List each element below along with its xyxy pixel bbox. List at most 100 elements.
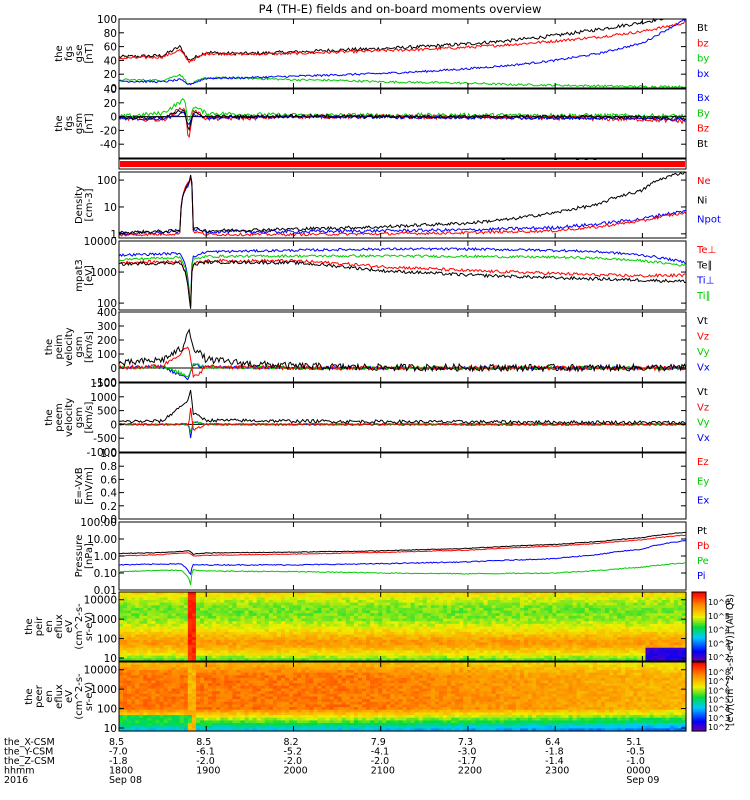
spectrogram-cell xyxy=(661,594,667,598)
spectrogram-cell xyxy=(309,605,314,609)
spectrogram-cell xyxy=(131,715,136,719)
spectrogram-cell xyxy=(394,592,400,596)
spectrogram-cell xyxy=(475,615,481,620)
spectrogram-cell xyxy=(228,602,233,606)
spectrogram-cell xyxy=(240,642,246,646)
colorbar-cell xyxy=(692,650,706,653)
spectrogram-cell xyxy=(572,645,578,649)
spectrogram-cell xyxy=(313,639,319,644)
spectrogram-cell xyxy=(183,709,189,714)
spectrogram-cell xyxy=(491,653,497,657)
spectrogram-cell xyxy=(410,645,416,649)
spectrogram-cell xyxy=(576,621,582,625)
spectrogram-cell xyxy=(119,685,124,690)
spectrogram-cell xyxy=(580,605,586,609)
spectrogram-cell xyxy=(609,658,614,662)
spectrogram-cell xyxy=(224,693,229,698)
spectrogram-cell xyxy=(289,597,294,601)
spectrogram-cell xyxy=(139,725,144,729)
spectrogram-cell xyxy=(487,647,493,651)
spectrogram-cell xyxy=(621,610,626,614)
spectrogram-cell xyxy=(519,610,525,614)
spectrogram-cell xyxy=(216,683,221,687)
spectrogram-cell xyxy=(191,707,197,711)
spectrogram-cell xyxy=(528,658,533,662)
spectrogram-cell xyxy=(252,728,258,732)
spectrogram-cell xyxy=(528,618,533,622)
spectrogram-cell xyxy=(228,610,233,614)
spectrogram-cell xyxy=(609,615,614,620)
spectrogram-cell xyxy=(131,685,136,690)
spectrogram-cell xyxy=(337,629,343,633)
spectrogram-cell xyxy=(576,613,582,617)
spectrogram-cell xyxy=(264,597,270,601)
spectrogram-cell xyxy=(406,597,412,601)
spectrogram-cell xyxy=(629,618,634,622)
spectrogram-cell xyxy=(272,629,278,633)
spectrogram-cell xyxy=(653,605,659,609)
spectrogram-cell xyxy=(621,599,626,604)
spectrogram-cell xyxy=(123,610,128,614)
spectrogram-cell xyxy=(317,610,323,614)
spectrogram-cell xyxy=(155,607,161,612)
spectrogram-cell xyxy=(191,683,197,687)
spectrogram-cell xyxy=(406,599,412,604)
spectrogram-cell xyxy=(135,618,140,622)
spectrogram-cell xyxy=(171,717,177,721)
spectrogram-cell xyxy=(321,610,327,614)
spectrogram-cell xyxy=(390,639,395,644)
spectrogram-cell xyxy=(321,599,327,604)
spectrogram-cell xyxy=(677,610,683,614)
spectrogram-cell xyxy=(244,599,250,604)
spectrogram-cell xyxy=(438,623,444,628)
spectrogram-cell xyxy=(600,594,606,598)
spectrogram-cell xyxy=(260,704,266,708)
spectrogram-cell xyxy=(325,647,331,651)
spectrogram-cell xyxy=(447,594,452,598)
spectrogram-cell xyxy=(378,634,383,638)
spectrogram-cell xyxy=(455,642,460,646)
spectrogram-cell xyxy=(248,594,254,598)
spectrogram-cell xyxy=(673,653,679,657)
spectrogram-cell xyxy=(159,653,165,657)
spectrogram-cell xyxy=(236,613,242,617)
spectrogram-cell xyxy=(588,642,594,646)
spectrogram-cell xyxy=(657,631,663,636)
spectrogram-cell xyxy=(135,613,140,617)
spectrogram-cell xyxy=(244,647,250,651)
spectrogram-cell xyxy=(256,629,262,633)
spectrogram-cell xyxy=(592,637,598,641)
spectrogram-cell xyxy=(669,658,675,662)
spectrogram-cell xyxy=(532,610,537,614)
spectrogram-cell xyxy=(228,672,233,676)
spectrogram-cell xyxy=(333,626,339,630)
colorbar-tick-label: 10^3 xyxy=(708,639,730,648)
spectrogram-cell xyxy=(297,653,302,657)
spectrogram-cell xyxy=(321,594,327,598)
spectrogram-cell xyxy=(252,592,258,596)
spectrogram-cell xyxy=(673,597,679,601)
spectrogram-cell xyxy=(191,618,197,622)
spectrogram-cell xyxy=(333,613,339,617)
spectrogram-cell xyxy=(625,610,630,614)
spectrogram-cell xyxy=(305,592,310,596)
spectrogram-cell xyxy=(175,653,181,657)
spectrogram-cell xyxy=(175,623,181,628)
spectrogram-cell xyxy=(600,623,606,628)
y-axis-label: [nPa] xyxy=(84,543,95,569)
spectrogram-cell xyxy=(195,667,201,671)
spectrogram-cell xyxy=(187,602,193,606)
spectrogram-cell xyxy=(248,653,254,657)
spectrogram-cell xyxy=(605,623,610,628)
spectrogram-cell xyxy=(572,599,578,604)
spectrogram-cell xyxy=(276,655,282,659)
spectrogram-cell xyxy=(236,615,242,620)
series-line-bx xyxy=(118,18,687,86)
spectrogram-cell xyxy=(394,655,400,659)
spectrogram-cell xyxy=(487,658,493,662)
spectrogram-cell xyxy=(406,645,412,649)
spectrogram-cell xyxy=(240,623,246,628)
spectrogram-cell xyxy=(633,642,638,646)
spectrogram-cell xyxy=(179,704,185,708)
spectrogram-cell xyxy=(183,592,189,596)
